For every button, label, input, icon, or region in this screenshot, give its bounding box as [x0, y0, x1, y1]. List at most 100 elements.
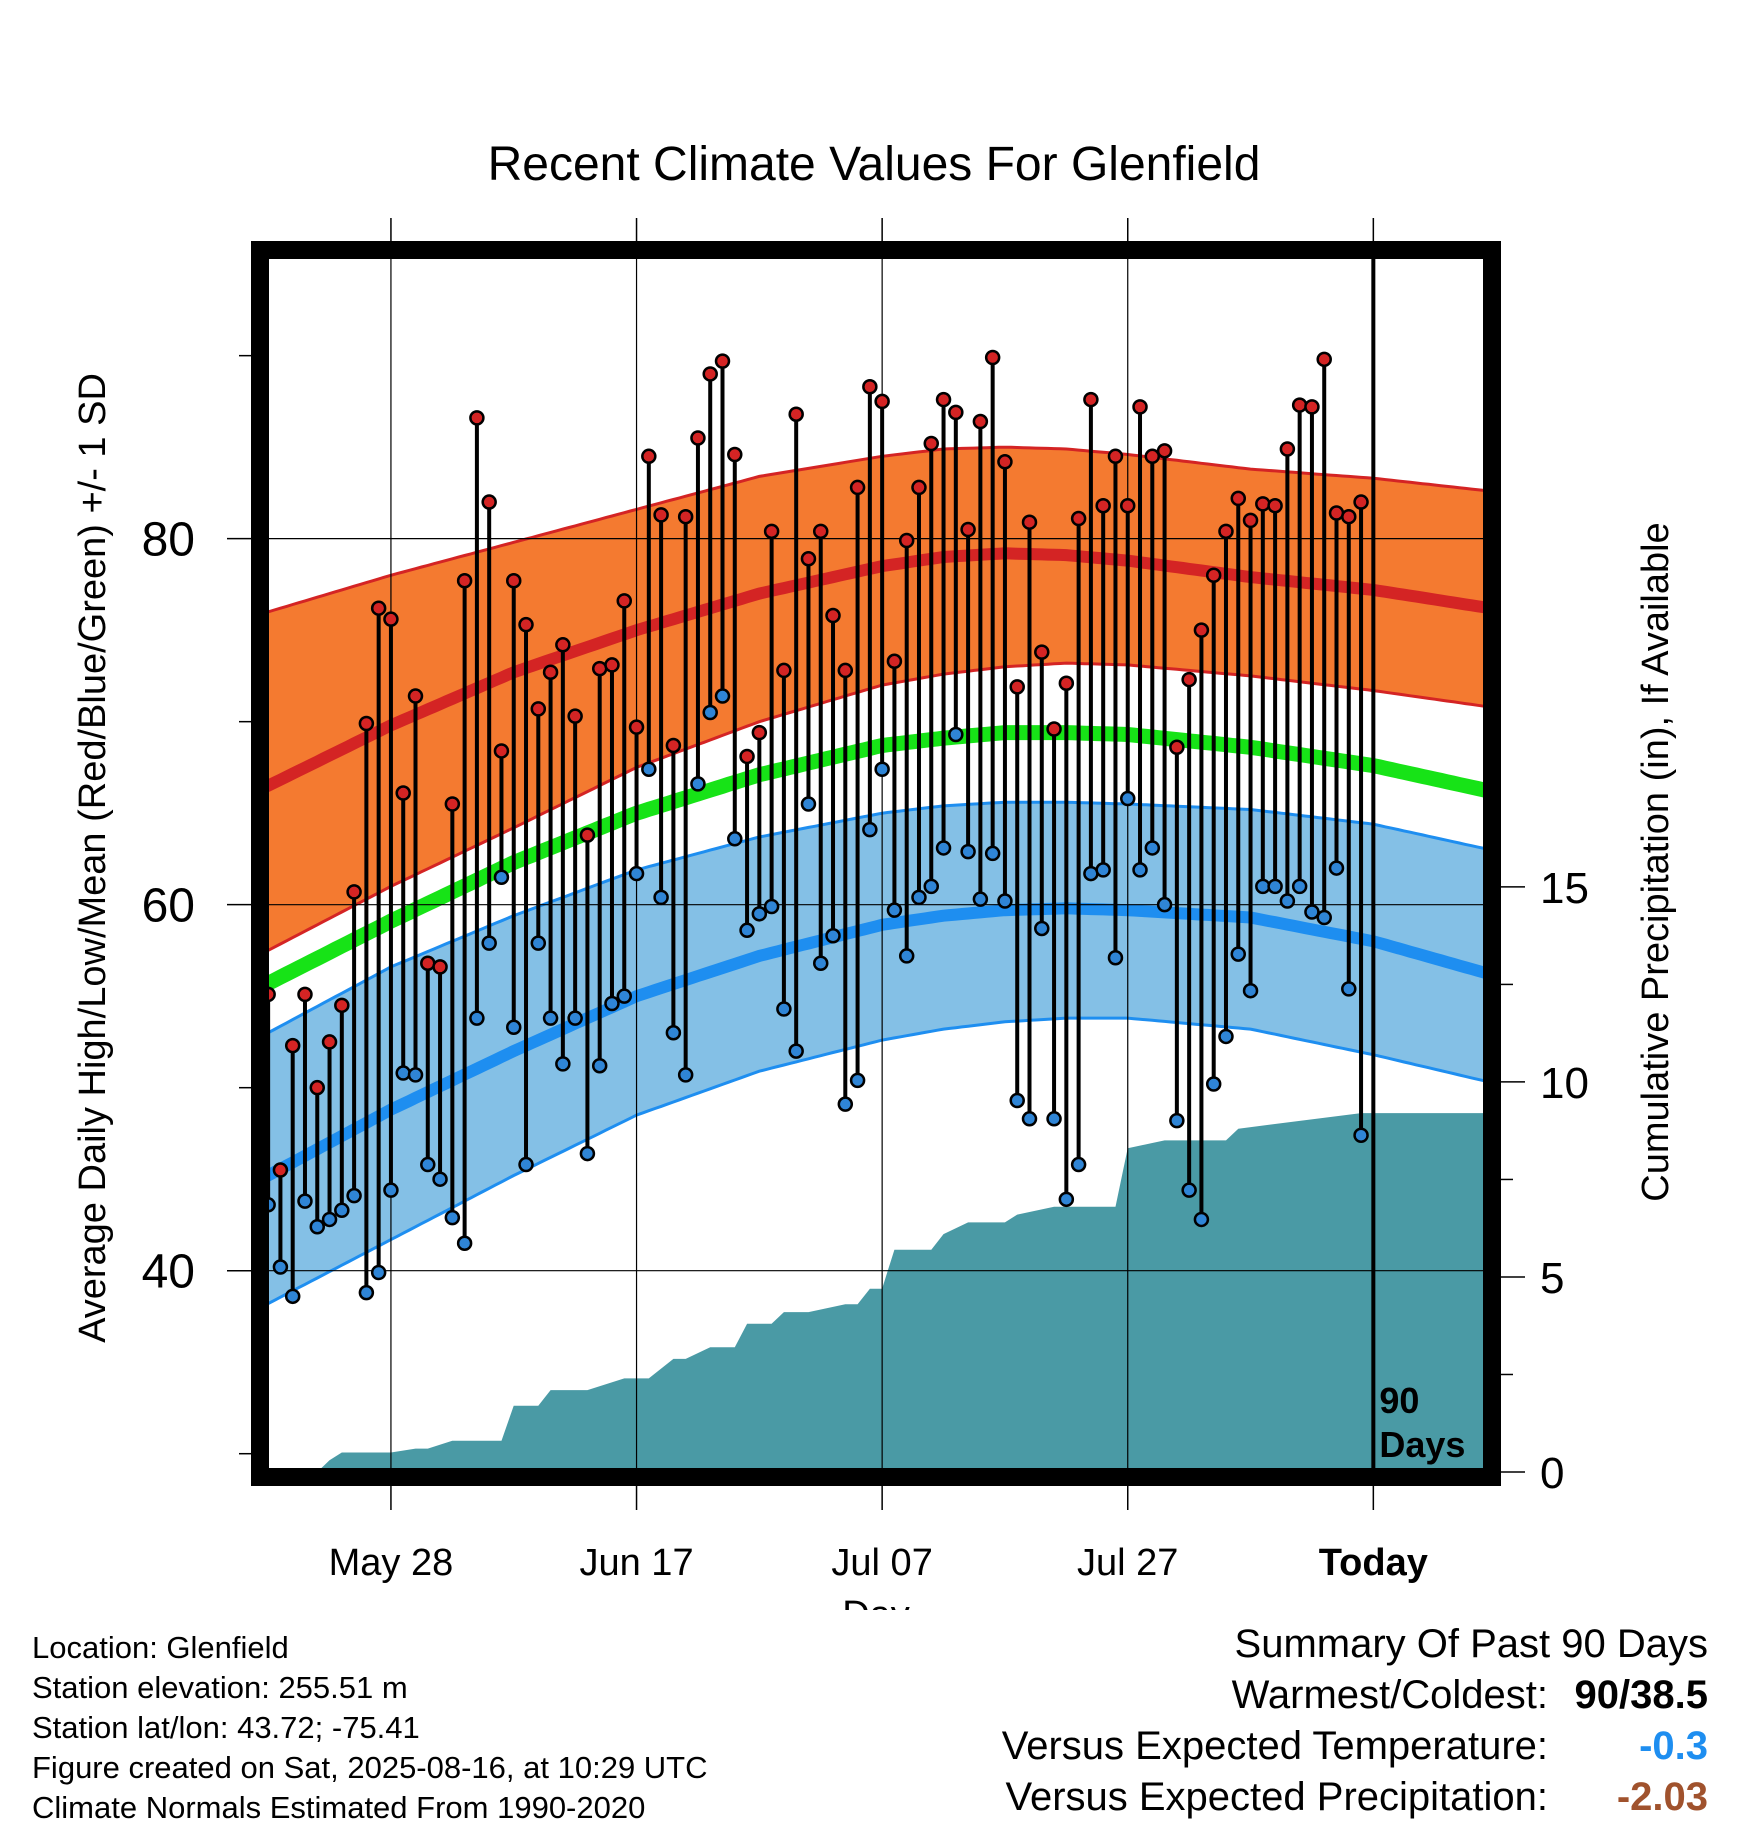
daily-low-point: [358, 1284, 375, 1301]
station-latlon: Station lat/lon: 43.72; -75.41: [32, 1710, 420, 1745]
daily-low-point: [604, 995, 620, 1012]
warmest-coldest-label: Warmest/Coldest:: [1231, 1673, 1548, 1717]
daily-low-point: [1058, 1191, 1075, 1208]
climate-chart: Recent Climate Values For Glenfield 90Da…: [72, 138, 1677, 1610]
daily-low-point: [923, 878, 940, 895]
daily-low-point: [481, 935, 497, 951]
daily-low-point: [1034, 920, 1050, 937]
daily-high-point: [297, 986, 313, 1003]
daily-high-point: [800, 551, 817, 567]
daily-high-point: [1316, 351, 1332, 368]
daily-low-point: [407, 1067, 424, 1083]
daily-high-point: [727, 446, 743, 463]
normal-mean-line: [262, 725, 1490, 991]
daily-high-point: [604, 657, 620, 673]
daily-high-point: [432, 959, 448, 975]
daily-high-point: [1328, 505, 1345, 521]
daily-high-point: [1267, 497, 1283, 514]
daily-high-point: [825, 607, 841, 624]
daily-high-point: [1230, 490, 1247, 507]
daily-high-point: [763, 523, 780, 540]
daily-high-point: [1144, 448, 1161, 465]
daily-high-point: [505, 573, 522, 589]
precip-anomaly-label: Versus Expected Precipitation:: [1005, 1775, 1548, 1819]
daily-low-point: [984, 845, 1001, 862]
daily-high-point: [1156, 443, 1173, 459]
daily-low-point: [346, 1187, 362, 1204]
temp-anomaly-value: -0.3: [1639, 1724, 1708, 1768]
daily-low-point: [812, 955, 829, 971]
daily-high-point: [444, 796, 461, 812]
x-tick-label: Jun 17: [579, 1542, 693, 1584]
daily-low-point: [960, 843, 976, 860]
daily-high-point: [567, 708, 583, 724]
daily-high-point: [1242, 512, 1259, 529]
daily-low-point: [825, 928, 841, 944]
daily-low-point: [579, 1145, 596, 1162]
daily-low-point: [1205, 1076, 1222, 1092]
daily-high-point: [849, 479, 866, 496]
x-tick-label: Today: [1319, 1542, 1428, 1584]
daily-low-point: [469, 1010, 485, 1026]
x-axis-label: Day: [842, 1594, 910, 1610]
y-axis-label: Average Daily High/Low/Mean (Red/Blue/Gr…: [72, 373, 114, 1343]
daily-high-point: [1046, 721, 1062, 737]
y2-tick-label: 5: [1540, 1254, 1564, 1303]
plot-frame: [251, 241, 1501, 1486]
daily-high-point: [456, 573, 473, 589]
today-days-label: Days: [1379, 1424, 1465, 1465]
station-elevation: Station elevation: 255.51 m: [32, 1670, 408, 1705]
daily-high-point: [702, 366, 718, 382]
daily-high-point: [1181, 671, 1197, 688]
daily-high-point: [886, 653, 903, 670]
daily-high-point: [1107, 448, 1124, 465]
daily-low-point: [297, 1193, 313, 1209]
daily-low-point: [1181, 1182, 1197, 1198]
daily-high-point: [420, 955, 436, 971]
daily-high-point: [1083, 391, 1099, 408]
daily-low-point: [972, 891, 989, 907]
daily-low-point: [1070, 1156, 1087, 1173]
daily-high-point: [862, 379, 878, 395]
warmest-coldest-row: Warmest/Coldest: 90/38.5: [1002, 1673, 1708, 1724]
precip-anomaly-value: -2.03: [1616, 1775, 1708, 1819]
daily-low-point: [555, 1056, 571, 1072]
daily-low-point: [1009, 1092, 1025, 1109]
daily-high-point: [1205, 567, 1222, 584]
daily-high-point: [935, 391, 952, 408]
precip-cumulative-area: [262, 1113, 1490, 1472]
y-tick-label: 40: [142, 1246, 195, 1299]
daily-high-point: [1279, 441, 1296, 457]
station-info: Location: Glenfield Station elevation: 2…: [32, 1628, 708, 1828]
x-tick-label: Jul 07: [831, 1542, 932, 1584]
temp-anomaly-label: Versus Expected Temperature:: [1001, 1724, 1548, 1768]
daily-low-point: [727, 831, 743, 847]
daily-high-point: [518, 616, 534, 633]
daily-low-point: [800, 796, 817, 812]
daily-high-point: [383, 611, 399, 627]
high-sd-lower-edge: [262, 661, 1490, 952]
daily-high-point: [677, 508, 694, 525]
daily-low-point: [1304, 904, 1320, 920]
daily-high-point: [948, 404, 964, 421]
daily-low-point: [1021, 1111, 1038, 1127]
daily-low-point: [456, 1235, 473, 1251]
daily-low-point: [837, 1096, 854, 1112]
daily-low-point: [1279, 893, 1296, 909]
daily-low-point: [641, 761, 657, 778]
today-days-label: 90: [1379, 1380, 1419, 1421]
daily-low-point: [751, 906, 768, 922]
daily-high-point: [898, 532, 915, 549]
daily-high-point: [346, 884, 362, 900]
daily-high-point: [1034, 644, 1050, 660]
daily-high-point: [334, 997, 350, 1014]
daily-low-point: [1095, 862, 1111, 878]
daily-low-point: [309, 1219, 326, 1235]
daily-low-point: [948, 726, 964, 743]
daily-high-point: [616, 593, 633, 609]
daily-low-point: [1119, 790, 1136, 807]
normal-high-line: [262, 547, 1490, 792]
daily-high-point: [1291, 397, 1308, 413]
daily-high-point: [812, 523, 829, 540]
temp-anomaly-row: Versus Expected Temperature: -0.3: [1002, 1724, 1708, 1775]
